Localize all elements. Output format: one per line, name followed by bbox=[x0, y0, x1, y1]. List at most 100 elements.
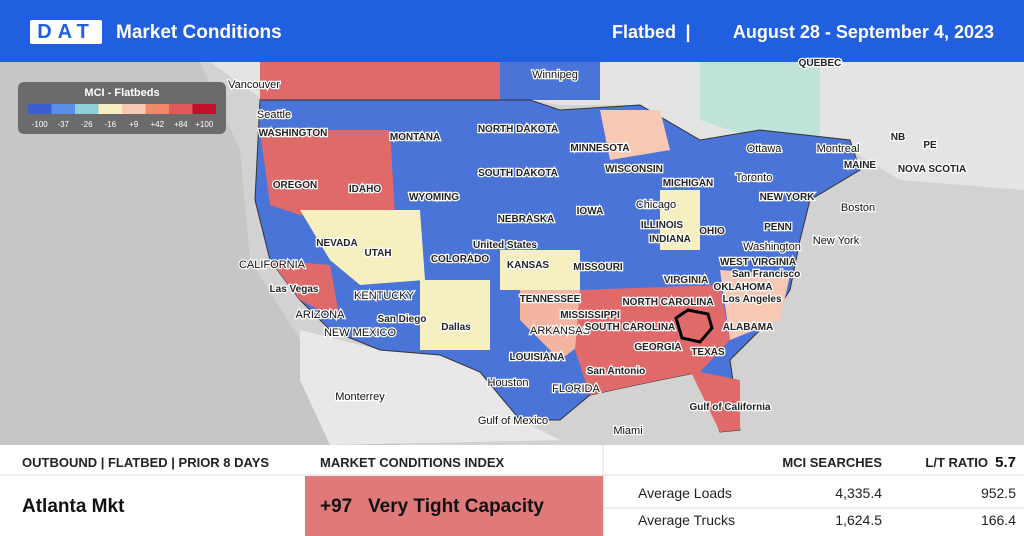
ratio: 5.7 bbox=[995, 454, 1016, 471]
region-label: San Diego bbox=[378, 314, 427, 325]
region-label: MONTANA bbox=[390, 132, 440, 143]
region-label: LOUISIANA bbox=[510, 352, 565, 363]
region-label: NEBRASKA bbox=[498, 214, 555, 225]
region-label: NB bbox=[891, 132, 905, 143]
mci-value: +97 bbox=[320, 496, 352, 517]
market-name: Atlanta Mkt bbox=[22, 496, 125, 517]
region-label: Gulf of California bbox=[689, 402, 771, 413]
row-value: 4,335.4 bbox=[835, 485, 882, 501]
city-label: Ottawa bbox=[747, 143, 783, 155]
city-label: Toronto bbox=[736, 172, 773, 184]
region-label: WISCONSIN bbox=[605, 164, 663, 175]
map-labels: Vancouver Winnipeg QUEBEC Seattle WASHINGTON… bbox=[227, 57, 968, 439]
region-label: NORTH DAKOTA bbox=[478, 124, 558, 135]
city-label: Monterrey bbox=[335, 391, 385, 403]
region-label: KANSAS bbox=[507, 260, 550, 271]
region bbox=[600, 110, 670, 160]
city-label: FLORIDA bbox=[552, 383, 600, 395]
region-label: MICHIGAN bbox=[663, 178, 714, 189]
legend-tick: -100 bbox=[32, 120, 49, 129]
legend-swatch bbox=[145, 104, 169, 114]
row-label: Average Trucks bbox=[638, 512, 735, 528]
legend-tick: -16 bbox=[104, 120, 116, 129]
region-label: ALABAMA bbox=[723, 322, 774, 333]
legend-tick: -37 bbox=[57, 120, 69, 129]
country-label: United States bbox=[473, 240, 537, 251]
header-bar bbox=[0, 0, 1024, 62]
region bbox=[260, 62, 500, 100]
region-label: SOUTH CAROLINA bbox=[585, 322, 676, 333]
region bbox=[300, 210, 425, 285]
region-label: WASHINGTON bbox=[259, 128, 328, 139]
left-heading: OUTBOUND | FLATBED | PRIOR 8 DAYS bbox=[22, 455, 269, 470]
mexico bbox=[300, 330, 560, 445]
region-label: VIRGINIA bbox=[664, 275, 708, 286]
region bbox=[700, 62, 820, 140]
city-label: New York bbox=[813, 235, 860, 247]
region-label: MISSOURI bbox=[573, 262, 623, 273]
region bbox=[500, 250, 580, 290]
region-label: IOWA bbox=[577, 206, 604, 217]
legend-swatch bbox=[192, 104, 216, 114]
region-label: UTAH bbox=[364, 248, 391, 259]
city-label: Houston bbox=[488, 377, 529, 389]
col-heading: MCI SEARCHES bbox=[782, 455, 882, 470]
equipment: Flatbed bbox=[612, 22, 676, 42]
region-label: NEVADA bbox=[316, 238, 357, 249]
separator: | bbox=[685, 22, 690, 42]
region-label: OHIO bbox=[699, 226, 725, 237]
region-label: ILLINOIS bbox=[641, 220, 684, 231]
region-label: NORTH CAROLINA bbox=[622, 297, 713, 308]
region-label: San Antonio bbox=[587, 366, 646, 377]
region bbox=[260, 130, 395, 215]
legend-scale: -100 -37 -26 -16 +9 +42 +84 +100 bbox=[28, 104, 216, 129]
city-label: Montreal bbox=[817, 143, 860, 155]
row-value: 166.4 bbox=[981, 512, 1016, 528]
region-label: OREGON bbox=[273, 180, 317, 191]
row-value: 1,624.5 bbox=[835, 512, 882, 528]
city-label: KENTUCKY bbox=[354, 290, 415, 302]
city-label: Boston bbox=[841, 202, 875, 214]
region-label: NOVA SCOTIA bbox=[898, 164, 966, 175]
region-label: Los Angeles bbox=[722, 294, 782, 305]
region bbox=[420, 280, 490, 350]
region-label: San Francisco bbox=[732, 269, 800, 280]
region bbox=[690, 370, 740, 432]
legend-tick: +84 bbox=[174, 120, 188, 129]
logo-box bbox=[30, 20, 102, 44]
row-value: 952.5 bbox=[981, 485, 1016, 501]
atlanta-market-outline bbox=[674, 308, 714, 344]
middle-heading: MARKET CONDITIONS INDEX bbox=[320, 455, 505, 470]
city-label: ARIZONA bbox=[296, 309, 346, 321]
region-label: WEST VIRGINIA bbox=[720, 257, 796, 268]
legend-swatch bbox=[169, 104, 193, 114]
legend-swatch bbox=[51, 104, 75, 114]
city-label: NEW MEXICO bbox=[324, 327, 397, 339]
city-label: Seattle bbox=[257, 109, 291, 121]
region-label: IDAHO bbox=[349, 184, 381, 195]
stats-table: Average Loads 4,335.4 952.5 Average Trucks 1… bbox=[638, 485, 1016, 528]
legend-tick: +9 bbox=[129, 120, 139, 129]
legend-swatch bbox=[28, 104, 52, 114]
row-label: Average Loads bbox=[638, 485, 732, 501]
city-label: Vancouver bbox=[228, 79, 280, 91]
city-label: Gulf of Mexico bbox=[478, 415, 548, 427]
region bbox=[720, 270, 790, 340]
mci-status: Very Tight Capacity bbox=[368, 496, 544, 517]
mci-box bbox=[305, 476, 603, 536]
city-label: Washington bbox=[743, 241, 801, 253]
city-label: Miami bbox=[613, 425, 642, 437]
region-label: QUEBEC bbox=[799, 58, 842, 69]
dates: August 28 - September 4, 2023 bbox=[733, 22, 994, 42]
region-label: Dallas bbox=[441, 322, 471, 333]
header-title: Market Conditions bbox=[116, 22, 282, 43]
city-label: CALIFORNIA bbox=[239, 259, 306, 271]
region bbox=[660, 190, 700, 250]
city-label: Winnipeg bbox=[532, 69, 578, 81]
region-label: INDIANA bbox=[649, 234, 691, 245]
region-label: PE bbox=[923, 140, 937, 151]
region bbox=[575, 285, 730, 395]
region-label: TEXAS bbox=[691, 347, 725, 358]
legend-tick: -26 bbox=[81, 120, 93, 129]
